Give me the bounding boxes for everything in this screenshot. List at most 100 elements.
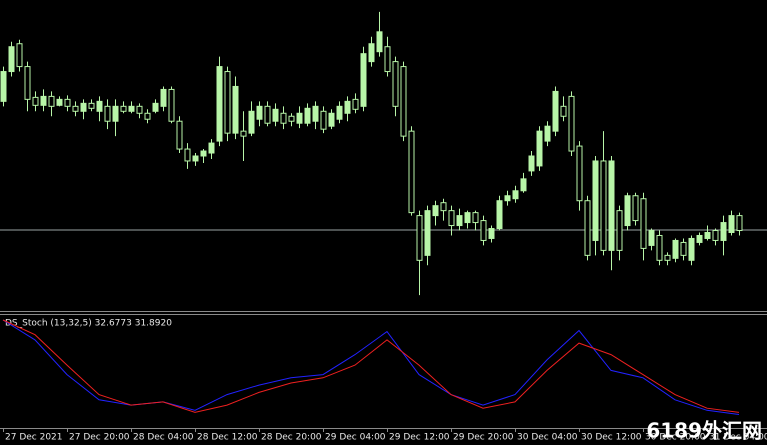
- indicator-title: DS_Stoch (13,32,5) 32.6773 31.8920: [5, 319, 172, 329]
- candle-body-down: [104, 105, 111, 122]
- candle-body-up: [608, 160, 615, 251]
- candle-body-down: [120, 105, 127, 112]
- candle-body-down: [416, 215, 423, 261]
- candle-body-down: [600, 160, 607, 251]
- candle-body-up: [520, 178, 527, 192]
- candle-body-up: [504, 195, 511, 202]
- candle-body-up: [152, 102, 159, 112]
- candle-body-up: [160, 88, 167, 107]
- candle-body-up: [336, 105, 343, 120]
- candle-body-up: [536, 130, 543, 167]
- candle-body-up: [296, 112, 303, 124]
- indicator-line: [2, 319, 740, 413]
- candle-body-up: [488, 228, 495, 239]
- candle-body-down: [440, 202, 447, 212]
- x-tick-label: 28 Dec 12:00: [197, 433, 258, 443]
- candle-body-up: [424, 210, 431, 256]
- candle-body-down: [480, 220, 487, 241]
- candle-body-up: [256, 105, 263, 120]
- watermark: 6189外汇网: [646, 419, 762, 443]
- candle-body-down: [184, 148, 191, 162]
- x-tick-label: 30 Dec 12:00: [581, 433, 642, 443]
- candle-body-down: [392, 61, 399, 107]
- x-tick-label: 27 Dec 20:00: [69, 433, 130, 443]
- candle-body-down: [616, 210, 623, 251]
- candle-body-up: [216, 66, 223, 142]
- candle-body-up: [544, 125, 551, 142]
- candle-body-down: [352, 98, 359, 110]
- candle-body-down: [136, 105, 143, 114]
- indicator-line: [2, 319, 740, 415]
- candle-body-up: [80, 102, 87, 112]
- candle-body-up: [360, 53, 367, 107]
- candle-body-down: [24, 66, 31, 100]
- candle-body-up: [232, 85, 239, 134]
- candle-body-down: [584, 200, 591, 256]
- candle-body-up: [344, 100, 351, 114]
- candle-body-up: [328, 112, 335, 127]
- candle-body-up: [496, 200, 503, 230]
- x-tick-label: 28 Dec 20:00: [261, 433, 322, 443]
- candle-body-down: [568, 95, 575, 152]
- candle-body-down: [400, 66, 407, 137]
- candle-body-down: [384, 46, 391, 73]
- candle-body-up: [696, 234, 703, 243]
- candle-body-up: [40, 95, 47, 106]
- candle-body-up: [432, 205, 439, 217]
- candle-body-up: [200, 150, 207, 157]
- candle-body-up: [648, 230, 655, 246]
- candle-body-down: [64, 98, 71, 107]
- candle-body-down: [680, 241, 687, 256]
- x-tick-label: 30 Dec 20:00: [645, 433, 706, 443]
- candle-body-up: [128, 105, 135, 112]
- x-tick-label: 29 Dec 12:00: [389, 433, 450, 443]
- candle-body-down: [712, 230, 719, 241]
- candle-body-down: [288, 115, 295, 122]
- candle-body-down: [448, 210, 455, 227]
- x-tick-label: 31 Dec 04:00: [709, 433, 767, 443]
- candle-body-up: [376, 31, 383, 53]
- candle-body-up: [56, 98, 63, 106]
- candle-body-down: [72, 105, 79, 112]
- candle-body-up: [8, 46, 15, 73]
- candle-body-down: [88, 102, 95, 109]
- candle-body-up: [208, 142, 215, 154]
- candle-body-up: [192, 155, 199, 162]
- candle-body-down: [168, 88, 175, 122]
- candle-body-up: [248, 110, 255, 134]
- candle-body-up: [704, 232, 711, 239]
- x-tick-label: 30 Dec 04:00: [517, 433, 578, 443]
- candle-body-down: [656, 234, 663, 261]
- candle-body-up: [272, 108, 279, 122]
- candle-body-down: [16, 43, 23, 68]
- candle-body-down: [176, 120, 183, 150]
- candle-body-up: [624, 195, 631, 227]
- candle-body-up: [456, 215, 463, 227]
- candle-body-up: [728, 215, 735, 234]
- candle-body-down: [240, 130, 247, 137]
- candle-body-up: [464, 212, 471, 224]
- candle-body-up: [112, 105, 119, 122]
- candle-body-down: [48, 95, 55, 107]
- candle-body-down: [640, 198, 647, 249]
- candle-body-up: [96, 100, 103, 112]
- candle-body-down: [32, 96, 39, 106]
- x-tick-label: 28 Dec 04:00: [133, 433, 194, 443]
- candle-body-down: [264, 105, 271, 124]
- candle-body-down: [736, 215, 743, 232]
- candle-body-up: [0, 71, 7, 102]
- candle-body-up: [528, 155, 535, 172]
- candle-body-up: [304, 107, 311, 124]
- candle-body-down: [280, 112, 287, 124]
- candle-body-down: [560, 105, 567, 117]
- candle-body-up: [512, 190, 519, 200]
- candle-body-up: [688, 237, 695, 261]
- candle-body-up: [368, 43, 375, 63]
- candle-body-down: [320, 110, 327, 130]
- candle-body-up: [720, 222, 727, 241]
- candle-body-down: [632, 195, 639, 222]
- candle-body-up: [672, 239, 679, 259]
- candle-body-down: [576, 145, 583, 202]
